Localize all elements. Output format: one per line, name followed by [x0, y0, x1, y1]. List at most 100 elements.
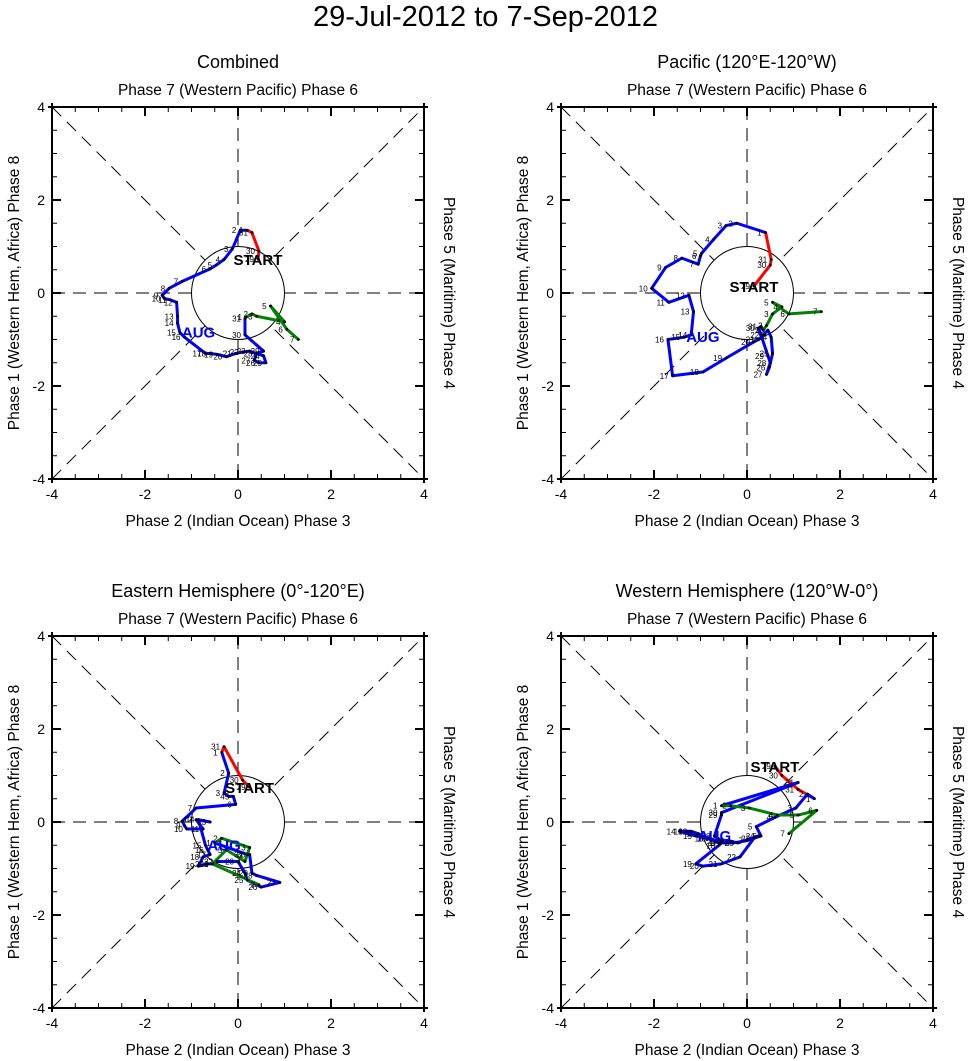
day-marker [692, 310, 695, 313]
day-marker [206, 848, 210, 852]
day-label: 7 [739, 837, 744, 846]
day-marker [768, 263, 772, 267]
day-marker [787, 312, 791, 316]
day-label: 4 [773, 303, 778, 312]
day-marker [245, 878, 249, 882]
day-label: 24 [232, 869, 241, 878]
day-label: 9 [176, 822, 181, 831]
day-label: 19 [186, 862, 195, 871]
day-label: 5 [790, 811, 795, 820]
day-label: 20 [741, 338, 750, 347]
day-label: 2 [213, 834, 218, 843]
day-label: 6 [278, 325, 283, 334]
day-marker [720, 804, 723, 808]
day-label: 15 [167, 329, 176, 338]
day-label: 2 [243, 310, 248, 319]
x-tick-label: -2 [648, 1015, 661, 1031]
day-marker [278, 881, 282, 884]
top-axis-label: Phase 7 (Western Pacific) Phase 6 [118, 611, 358, 628]
day-label: 6 [752, 832, 757, 841]
y-tick-label: 2 [37, 192, 45, 208]
day-marker [731, 841, 735, 845]
day-marker [752, 340, 756, 344]
day-marker [238, 228, 242, 232]
panel-0: Combined Phase 7 (Western Pacific) Phase … [6, 52, 457, 530]
day-label: 27 [267, 878, 276, 887]
day-label: 24 [758, 333, 767, 342]
day-label: 4 [705, 236, 710, 245]
day-marker [255, 352, 258, 355]
panel-title: Combined [197, 52, 279, 72]
day-marker [771, 312, 774, 316]
day-marker [761, 333, 765, 337]
day-marker [283, 320, 286, 324]
day-label: 6 [204, 860, 209, 869]
day-marker [775, 813, 779, 817]
day-marker [234, 802, 238, 806]
day-marker [745, 839, 749, 842]
day-label: 25 [760, 349, 769, 358]
day-label: 29 [245, 255, 254, 264]
right-axis-label: Phase 5 (Maritime) Phase 4 [440, 726, 457, 918]
day-label: 5 [218, 846, 223, 855]
day-marker [766, 328, 770, 332]
right-axis-label: Phase 5 (Maritime) Phase 4 [949, 726, 966, 918]
y-tick-label: 0 [37, 814, 45, 830]
panel-3: Western Hemisphere (120°W-0°) Phase 7 (We… [515, 581, 966, 1059]
day-marker [175, 300, 179, 304]
day-marker [806, 792, 809, 796]
day-marker [248, 785, 252, 789]
day-marker [694, 862, 698, 866]
start-label: START [225, 780, 274, 797]
y-tick-label: 0 [37, 285, 45, 301]
day-marker [167, 286, 171, 290]
day-marker [759, 325, 763, 328]
track-jul [752, 232, 773, 287]
day-label: 7 [780, 830, 785, 839]
day-marker [197, 818, 200, 822]
day-label: 30 [709, 809, 718, 818]
day-label: 11 [191, 825, 200, 834]
day-marker [241, 778, 245, 782]
day-marker [194, 818, 198, 822]
x-tick-label: -2 [139, 1015, 152, 1031]
day-label: 28 [244, 871, 253, 880]
day-marker [250, 231, 254, 234]
day-marker [724, 224, 728, 227]
day-label: 10 [639, 284, 648, 293]
day-marker [766, 354, 770, 358]
day-label: 18 [690, 368, 699, 377]
day-label: 31 [234, 851, 243, 860]
top-axis-label: Phase 7 (Western Pacific) Phase 6 [627, 611, 867, 628]
day-label: 6 [780, 310, 785, 319]
day-label: 7 [174, 277, 179, 286]
day-marker [245, 228, 249, 232]
day-label: 27 [241, 356, 250, 365]
day-label: 29 [762, 762, 771, 771]
day-marker [257, 361, 261, 365]
day-label: 5 [748, 823, 753, 832]
panel-title: Western Hemisphere (120°W-0°) [616, 581, 879, 601]
day-marker [224, 848, 228, 852]
day-marker [773, 764, 777, 768]
panel-title: Eastern Hemisphere (0°-120°E) [111, 581, 365, 601]
y-tick-label: -4 [542, 471, 555, 487]
day-label: 8 [673, 254, 678, 263]
y-tick-label: 0 [546, 814, 554, 830]
day-label: 27 [709, 837, 718, 846]
day-label: 14 [678, 331, 687, 340]
day-label: 10 [174, 825, 183, 834]
y-tick-label: 2 [546, 721, 554, 737]
day-label: 3 [764, 310, 769, 319]
x-tick-label: 0 [743, 486, 751, 502]
month-label: AUG [182, 325, 215, 342]
day-marker [208, 853, 212, 856]
day-marker [813, 797, 816, 801]
day-label: 22 [727, 853, 736, 862]
day-label: 15 [683, 832, 692, 841]
day-marker [815, 808, 819, 812]
day-label: 23 [237, 347, 246, 356]
day-marker [169, 298, 172, 302]
day-marker [738, 855, 742, 859]
